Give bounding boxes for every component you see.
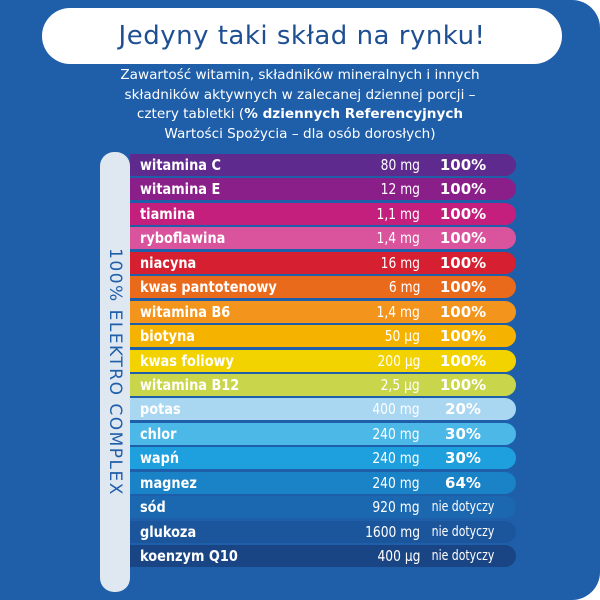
- nutrient-percentage: 100%: [439, 204, 487, 223]
- headline-banner: Jedyny taki skład na rynku!: [42, 8, 562, 64]
- nutrient-name: witamina B12: [140, 375, 240, 394]
- nutrient-amount: 1,1 mg: [376, 204, 420, 223]
- intro-line: Wartości Spożycia – dla osób dorosłych): [164, 125, 436, 142]
- nutrient-row: magnez 240 mg 64%: [130, 471, 516, 494]
- nutrient-percentage: nie dotyczy: [431, 548, 495, 564]
- nutrient-percentage: 64%: [445, 473, 481, 492]
- nutrient-name: kwas foliowy: [140, 351, 234, 370]
- nutrient-row: witamina B12 2,5 µg 100%: [130, 373, 516, 396]
- nutrient-name: tiamina: [140, 204, 196, 223]
- nutrient-amount: 50 µg: [384, 327, 420, 346]
- nutrient-row: chlor 240 mg 30%: [130, 422, 516, 445]
- nutrient-amount: 200 µg: [376, 351, 420, 370]
- nutrient-amount: 240 mg: [372, 424, 420, 443]
- nutrient-percentage: 30%: [445, 424, 481, 443]
- nutrient-name: ryboflawina: [140, 229, 226, 248]
- nutrient-row: witamina C 80 mg 100%: [130, 154, 516, 176]
- nutrient-row: tiamina 1,1 mg 100%: [130, 202, 516, 225]
- nutrient-row: glukoza 1600 mg nie dotyczy: [130, 520, 516, 543]
- nutrient-name: biotyna: [140, 327, 195, 346]
- nutrient-name: witamina C: [140, 156, 221, 174]
- nutrient-amount: 16 mg: [380, 253, 420, 272]
- nutrient-row: sód 920 mg nie dotyczy: [130, 496, 516, 519]
- nutrient-amount: 240 mg: [372, 449, 420, 468]
- nutrient-amount: 2,5 µg: [380, 375, 420, 394]
- nutrient-row: ryboflawina 1,4 mg 100%: [130, 227, 516, 250]
- intro-text: Zawartość witamin, składników mineralnyc…: [40, 66, 560, 144]
- nutrient-amount: 80 mg: [380, 156, 420, 174]
- nutrient-percentage: 100%: [439, 180, 487, 199]
- nutrient-row: koenzym Q10 400 µg nie dotyczy: [130, 545, 516, 567]
- nutrient-percentage: 30%: [445, 449, 481, 468]
- nutrient-row: wapń 240 mg 30%: [130, 447, 516, 470]
- nutrient-percentage: 100%: [439, 302, 487, 321]
- nutrient-name: chlor: [140, 424, 177, 443]
- nutrient-amount: 920 mg: [372, 498, 420, 517]
- nutrient-row: niacyna 16 mg 100%: [130, 251, 516, 274]
- nutrient-amount: 400 mg: [372, 400, 420, 419]
- nutrient-table: witamina C 80 mg 100% witamina E 12 mg 100% ti…: [130, 154, 516, 569]
- nutrient-amount: 400 µg: [376, 547, 420, 565]
- nutrient-row: kwas foliowy 200 µg 100%: [130, 349, 516, 372]
- nutrient-row: witamina B6 1,4 mg 100%: [130, 300, 516, 323]
- brand-vertical-label: 100% ELEKTRO COMPLEX: [105, 248, 125, 496]
- nutrient-percentage: 20%: [445, 400, 481, 419]
- intro-line: Zawartość witamin, składników mineralnyc…: [120, 67, 480, 83]
- nutrient-name: koenzym Q10: [140, 547, 238, 565]
- nutrient-percentage: 100%: [439, 351, 487, 370]
- nutrient-percentage: 100%: [439, 253, 487, 272]
- nutrient-percentage: nie dotyczy: [431, 523, 495, 540]
- nutrient-amount: 12 mg: [380, 180, 420, 199]
- nutrient-row: witamina E 12 mg 100%: [130, 178, 516, 201]
- nutrient-name: potas: [140, 400, 181, 419]
- nutrient-percentage: nie dotyczy: [431, 499, 495, 516]
- nutrient-name: glukoza: [140, 522, 197, 541]
- intro-line: składników aktywnych w zalecanej dzienne…: [124, 86, 476, 103]
- nutrient-name: wapń: [140, 449, 180, 468]
- nutrient-percentage: 100%: [439, 156, 487, 174]
- nutrient-amount: 1,4 mg: [376, 302, 420, 321]
- nutrient-amount: 1,4 mg: [376, 229, 420, 248]
- nutrient-percentage: 100%: [439, 375, 487, 394]
- nutrient-name: magnez: [140, 473, 197, 492]
- nutrient-amount: 6 mg: [388, 278, 420, 297]
- nutrient-row: potas 400 mg 20%: [130, 398, 516, 421]
- brand-strip: [100, 152, 130, 592]
- headline: Jedyny taki skład na rynku!: [118, 21, 486, 51]
- nutrient-name: kwas pantotenowy: [140, 278, 277, 297]
- nutrient-name: witamina B6: [140, 302, 231, 321]
- nutrient-percentage: 100%: [439, 229, 487, 248]
- intro-line: cztery tabletki (% dziennych Referencyjn…: [136, 106, 464, 122]
- nutrient-name: sód: [140, 498, 166, 517]
- nutrient-name: witamina E: [140, 180, 221, 199]
- nutrient-row: biotyna 50 µg 100%: [130, 325, 516, 348]
- nutrient-percentage: 100%: [439, 327, 487, 346]
- nutrient-amount: 1600 mg: [364, 522, 420, 541]
- nutrient-name: niacyna: [140, 253, 197, 272]
- nutrient-amount: 240 mg: [372, 473, 420, 492]
- nutrient-percentage: 100%: [439, 278, 487, 297]
- nutrient-row: kwas pantotenowy 6 mg 100%: [130, 276, 516, 299]
